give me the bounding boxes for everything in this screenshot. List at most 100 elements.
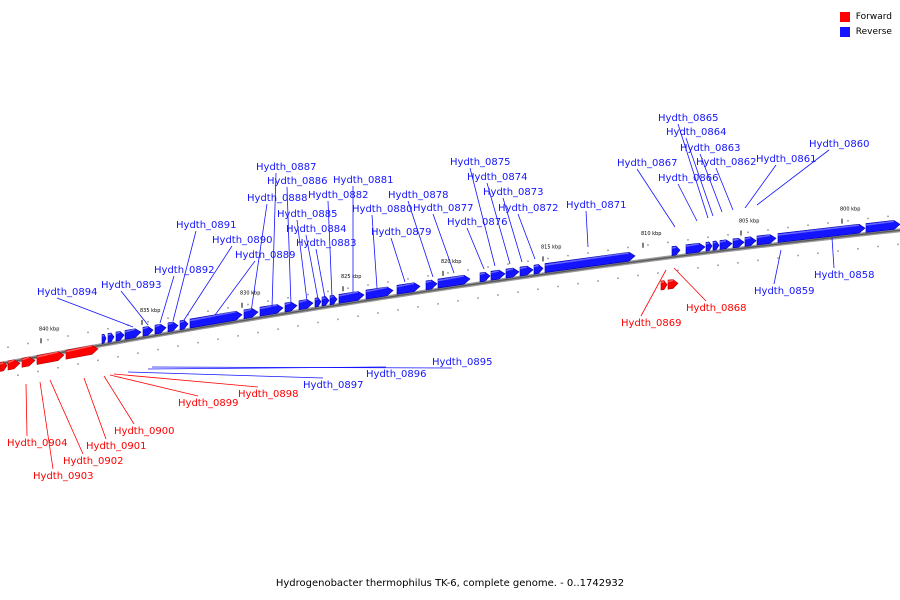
gene-arrow[interactable] <box>124 328 142 340</box>
gene-arrow[interactable] <box>719 239 733 250</box>
track-line <box>0 229 900 365</box>
gene-label[interactable]: Hydth_0889 <box>235 250 296 261</box>
gene-label[interactable]: Hydth_0887 <box>256 162 317 173</box>
gene-arrow[interactable] <box>396 282 421 295</box>
gene-label[interactable]: Hydth_0882 <box>308 190 369 201</box>
gene-label[interactable]: Hydth_0868 <box>686 303 747 314</box>
gene-highlight <box>865 220 895 226</box>
gene-arrow[interactable] <box>777 223 866 243</box>
gene-label[interactable]: Hydth_0872 <box>498 203 559 214</box>
gene-label[interactable]: Hydth_0862 <box>696 157 757 168</box>
gene-arrow[interactable] <box>490 269 506 281</box>
gene-label[interactable]: Hydth_0867 <box>617 158 678 169</box>
gene-arrow[interactable] <box>705 241 713 252</box>
gene-label[interactable]: Hydth_0891 <box>176 220 237 231</box>
gene-arrow[interactable] <box>65 345 99 360</box>
gene-label[interactable]: Hydth_0896 <box>366 369 427 380</box>
gene-arrow[interactable] <box>7 359 21 371</box>
gene-arrow[interactable] <box>685 242 706 255</box>
gene-arrow[interactable] <box>0 361 8 372</box>
gene-label[interactable]: Hydth_0884 <box>286 224 347 235</box>
gene-label[interactable]: Hydth_0900 <box>114 426 175 437</box>
gene-label[interactable]: Hydth_0878 <box>388 190 449 201</box>
gene-label[interactable]: Hydth_0897 <box>303 380 364 391</box>
gene-arrow[interactable] <box>284 301 298 313</box>
track-line-shadow <box>0 228 900 366</box>
gene-label[interactable]: Hydth_0858 <box>814 270 875 281</box>
gene-label[interactable]: Hydth_0894 <box>37 287 98 298</box>
gene-label[interactable]: Hydth_0901 <box>86 441 147 452</box>
gene-arrow[interactable] <box>756 234 777 246</box>
gene-label[interactable]: Hydth_0885 <box>277 209 338 220</box>
gene-arrow[interactable] <box>115 331 125 342</box>
gene-highlight <box>314 297 319 301</box>
gene-label[interactable]: Hydth_0860 <box>809 139 870 150</box>
gene-label[interactable]: Hydth_0861 <box>756 154 817 165</box>
gene-label[interactable]: Hydth_0876 <box>447 217 508 228</box>
gene-label[interactable]: Hydth_0881 <box>333 175 394 186</box>
gene-arrow[interactable] <box>142 326 154 337</box>
gene-label[interactable]: Hydth_0903 <box>33 471 94 482</box>
kbp-tick-label: 810 kbp <box>641 231 661 237</box>
gene-label[interactable]: Hydth_0871 <box>566 200 627 211</box>
gene-arrow[interactable] <box>744 236 757 247</box>
gene-arrow[interactable] <box>671 245 681 256</box>
gene-label[interactable]: Hydth_0890 <box>212 235 273 246</box>
gene-highlight <box>660 280 665 284</box>
gene-label-connector <box>677 183 698 222</box>
gene-arrow[interactable] <box>519 265 534 277</box>
gene-arrow[interactable] <box>179 319 189 331</box>
gene-label[interactable]: Hydth_0869 <box>621 318 682 329</box>
gene-label[interactable]: Hydth_0873 <box>483 187 544 198</box>
gene-arrow[interactable] <box>36 351 65 365</box>
gene-arrow[interactable] <box>259 304 284 317</box>
gene-arrow[interactable] <box>329 294 338 306</box>
gene-label[interactable]: Hydth_0863 <box>680 143 741 154</box>
gene-arrow[interactable] <box>298 299 314 311</box>
gene-highlight <box>115 331 121 335</box>
gene-arrow[interactable] <box>667 279 679 290</box>
gene-label[interactable]: Hydth_0865 <box>658 113 719 124</box>
gene-label[interactable]: Hydth_0875 <box>450 157 511 168</box>
gene-label[interactable]: Hydth_0874 <box>467 172 528 183</box>
gene-label[interactable]: Hydth_0859 <box>754 286 815 297</box>
gene-label[interactable]: Hydth_0880 <box>352 204 413 215</box>
gene-label[interactable]: Hydth_0883 <box>296 238 357 249</box>
gene-arrow[interactable] <box>437 274 471 289</box>
gene-label-connector <box>677 123 709 219</box>
gene-label[interactable]: Hydth_0893 <box>101 280 162 291</box>
gene-arrow[interactable] <box>365 286 394 300</box>
gene-arrow[interactable] <box>167 321 179 333</box>
gene-label[interactable]: Hydth_0902 <box>63 456 124 467</box>
gene-label[interactable]: Hydth_0899 <box>178 398 239 409</box>
gene-label[interactable]: Hydth_0898 <box>238 389 299 400</box>
gene-arrow[interactable] <box>425 279 438 291</box>
gene-label[interactable]: Hydth_0877 <box>413 203 474 214</box>
gene-arrow[interactable] <box>732 237 745 249</box>
gene-arrow[interactable] <box>533 264 544 275</box>
gene-label[interactable]: Hydth_0888 <box>247 193 308 204</box>
gene-arrow[interactable] <box>243 308 259 320</box>
gene-label[interactable]: Hydth_0864 <box>666 127 727 138</box>
gene-arrow[interactable] <box>712 240 720 251</box>
gene-highlight <box>124 328 136 333</box>
gene-arrow[interactable] <box>338 291 365 304</box>
gene-arrow[interactable] <box>544 251 636 273</box>
gene-label[interactable]: Hydth_0895 <box>432 357 493 368</box>
gene-arrow[interactable] <box>107 332 115 343</box>
gene-highlight <box>519 266 528 270</box>
gene-label[interactable]: Hydth_0866 <box>658 173 719 184</box>
gene-arrow[interactable] <box>21 356 36 368</box>
gene-arrow[interactable] <box>660 280 668 291</box>
gene-label[interactable]: Hydth_0879 <box>371 227 432 238</box>
gene-arrow[interactable] <box>479 271 491 283</box>
gene-arrow[interactable] <box>154 323 167 335</box>
gene-arrow[interactable] <box>505 267 520 279</box>
gene-label-connector <box>585 210 589 248</box>
gene-arrow[interactable] <box>865 220 900 233</box>
gene-label[interactable]: Hydth_0892 <box>154 265 215 276</box>
gene-label[interactable]: Hydth_0886 <box>267 176 328 187</box>
gene-arrow[interactable] <box>101 333 107 344</box>
gene-label[interactable]: Hydth_0904 <box>7 438 68 449</box>
gene-arrow[interactable] <box>189 310 243 329</box>
